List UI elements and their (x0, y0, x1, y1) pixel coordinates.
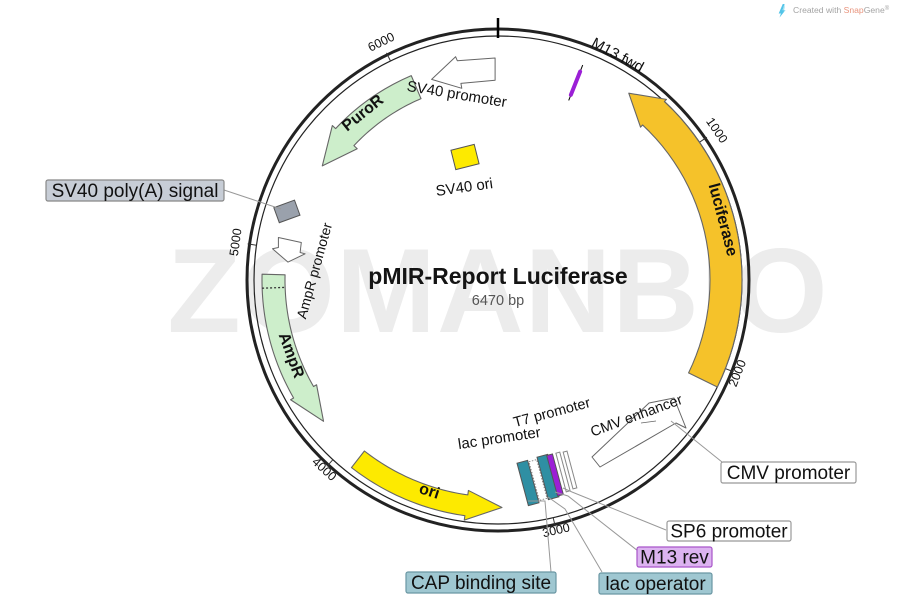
svg-text:4000: 4000 (309, 455, 339, 484)
svg-text:3000: 3000 (541, 520, 571, 540)
svg-text:2000: 2000 (726, 358, 749, 389)
svg-text:SV40 poly(A) signal: SV40 poly(A) signal (52, 181, 219, 202)
svg-text:CAP binding site: CAP binding site (411, 573, 551, 594)
svg-text:lac promoter: lac promoter (457, 424, 542, 453)
svg-text:6470 bp: 6470 bp (472, 293, 524, 309)
svg-text:lac operator: lac operator (605, 574, 706, 595)
svg-text:Created with SnapGene®: Created with SnapGene® (793, 5, 890, 15)
svg-text:pMIR-Report Luciferase: pMIR-Report Luciferase (368, 263, 627, 289)
svg-text:SP6 promoter: SP6 promoter (670, 522, 788, 543)
svg-text:SV40 ori: SV40 ori (435, 175, 494, 200)
svg-text:M13 rev: M13 rev (640, 548, 709, 569)
svg-text:M13 fwd: M13 fwd (588, 35, 646, 77)
svg-text:CMV promoter: CMV promoter (727, 463, 851, 484)
